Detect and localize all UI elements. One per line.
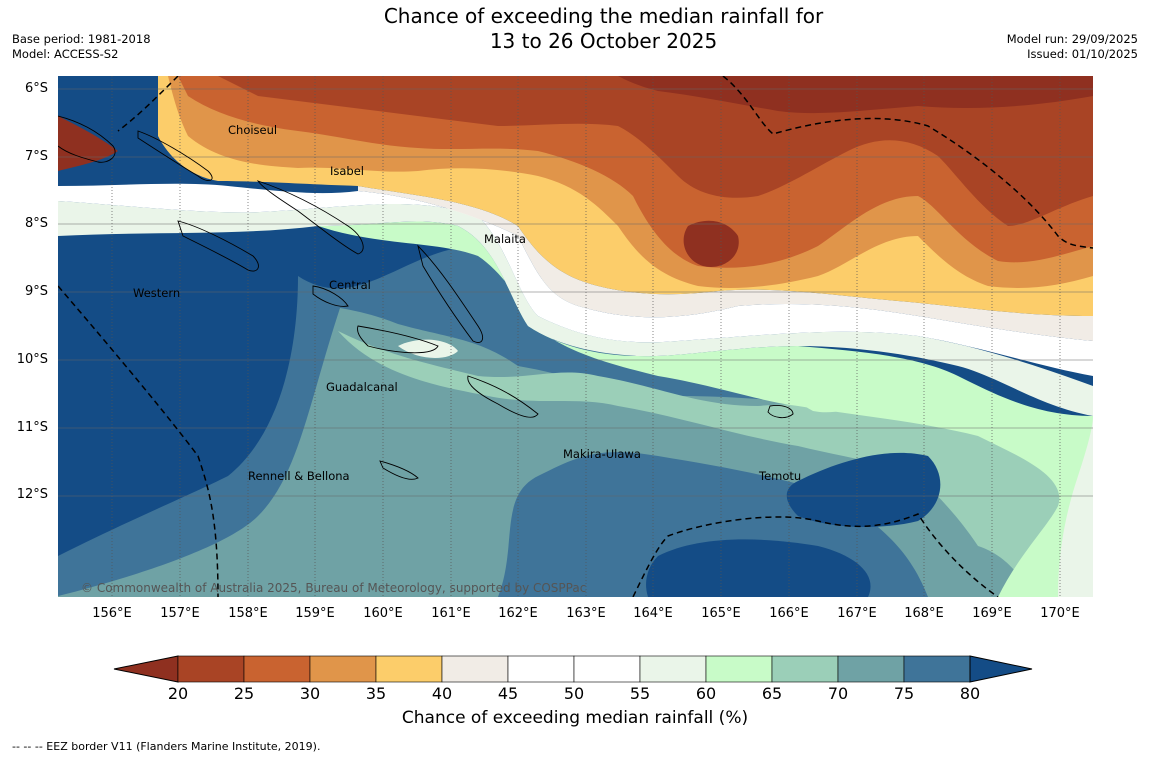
lon-label-157e: 157°E [160, 606, 200, 621]
colorbar-tick-label: 45 [497, 684, 519, 703]
band-under-20 [618, 76, 1093, 114]
lon-label-168e: 168°E [904, 606, 944, 621]
band-40-45 [358, 186, 1093, 341]
place-label-choiseul: Choiseul [228, 123, 277, 137]
meta-left: Base period: 1981-2018 Model: ACCESS-S2 [12, 32, 151, 62]
model-text: Model: ACCESS-S2 [12, 47, 119, 61]
lon-label-169e: 169°E [972, 606, 1012, 621]
rainfall-map: Choiseul Isabel Malaita Central Western … [58, 76, 1093, 597]
island-rennell [379, 460, 419, 480]
lat-label-8s: 8°S [24, 216, 48, 231]
model-run-text: Model run: 29/09/2025 [1006, 32, 1138, 46]
band-under-20-patch [683, 220, 739, 267]
latitude-lines [58, 88, 1093, 497]
colorbar-title: Chance of exceeding median rainfall (%) [401, 708, 749, 728]
colorbar-segment [507, 655, 575, 683]
colorbar-tick-label: 35 [365, 684, 387, 703]
lon-label-167e: 167°E [837, 606, 877, 621]
colorbar-tick-label: 20 [167, 684, 189, 703]
colorbar-segment [771, 655, 839, 683]
colorbar-tick-label: 80 [959, 684, 981, 703]
lon-label-164e: 164°E [633, 606, 673, 621]
lat-label-10s: 10°S [16, 352, 48, 367]
lat-label-11s: 11°S [16, 420, 48, 435]
island-central [312, 285, 349, 307]
place-label-western: Western [133, 286, 180, 300]
colorbar-tick-label: 25 [233, 684, 255, 703]
colorbar-segment [243, 655, 311, 683]
colorbar-segment [375, 655, 443, 683]
colorbar-segment [639, 655, 707, 683]
island-new-georgia [177, 220, 259, 272]
eez-footnote: -- -- -- EEZ border V11 (Flanders Marine… [12, 740, 321, 753]
colorbar-under-arrow [113, 655, 179, 683]
colorbar-segment [903, 655, 971, 683]
meta-right: Model run: 29/09/2025 Issued: 01/10/2025 [1007, 32, 1138, 62]
band-70-75 [58, 308, 1093, 597]
island-bougainville [58, 115, 116, 163]
base-period-text: Base period: 1981-2018 [12, 32, 151, 46]
place-label-makira-ulawa: Makira-Ulawa [563, 447, 641, 461]
colorbar-tick-label: 55 [629, 684, 651, 703]
issued-text: Issued: 01/10/2025 [1027, 47, 1138, 61]
lon-label-161e: 161°E [431, 606, 471, 621]
lat-label-6s: 6°S [24, 81, 48, 96]
colorbar-tick-label: 50 [563, 684, 585, 703]
lon-label-162e: 162°E [498, 606, 538, 621]
colorbar-over-arrow [969, 655, 1033, 683]
lon-label-170e: 170°E [1040, 606, 1080, 621]
band-55-60-blob [398, 339, 458, 358]
colorbar-segment [573, 655, 641, 683]
colorbar-segment [309, 655, 377, 683]
place-label-temotu: Temotu [758, 469, 801, 483]
island-outlines [58, 115, 794, 480]
colorbar-tick-label: 70 [827, 684, 849, 703]
colorbar-tick-label: 40 [431, 684, 453, 703]
colorbar-tick-label: 75 [893, 684, 915, 703]
band-65-70 [338, 331, 1093, 597]
place-label-rennell-bellona: Rennell & Bellona [248, 469, 350, 483]
colorbar [113, 655, 1033, 683]
colorbar-tick-label: 65 [761, 684, 783, 703]
lat-label-12s: 12°S [16, 487, 48, 502]
lon-label-156e: 156°E [92, 606, 132, 621]
island-choiseul [137, 130, 213, 182]
island-makira [467, 375, 539, 418]
place-label-guadalcanal: Guadalcanal [326, 380, 398, 394]
title-line-2: 13 to 26 October 2025 [489, 29, 718, 53]
place-label-malaita: Malaita [484, 232, 526, 246]
island-santa-cruz [767, 405, 794, 419]
place-label-isabel: Isabel [330, 164, 364, 178]
band-45-55 [58, 183, 1093, 376]
lon-label-160e: 160°E [363, 606, 403, 621]
lat-label-9s: 9°S [24, 284, 48, 299]
island-isabel [256, 180, 364, 255]
island-malaita [417, 244, 484, 343]
colorbar-segment [705, 655, 773, 683]
band-20-25 [218, 76, 1093, 226]
lon-label-166e: 166°E [769, 606, 809, 621]
band-over-80-south [646, 539, 871, 597]
band-60-65-blob [793, 370, 873, 413]
lon-label-159e: 159°E [295, 606, 335, 621]
colorbar-tick-label: 30 [299, 684, 321, 703]
lon-label-165e: 165°E [701, 606, 741, 621]
colorbar-tick-label: 60 [695, 684, 717, 703]
place-label-central: Central [329, 278, 371, 292]
lon-label-158e: 158°E [228, 606, 268, 621]
colorbar-segment [177, 655, 245, 683]
colorbar-segment [441, 655, 509, 683]
lat-label-7s: 7°S [24, 149, 48, 164]
island-guadalcanal [357, 325, 439, 354]
band-60-65 [318, 221, 1093, 597]
title-line-1: Chance of exceeding the median rainfall … [383, 4, 824, 28]
band-over-80-temotu [786, 452, 941, 528]
lon-label-163e: 163°E [566, 606, 606, 621]
map-title: Chance of exceeding the median rainfall … [0, 4, 1150, 54]
eez-border [58, 76, 1093, 597]
colorbar-segment [837, 655, 905, 683]
copyright-notice: © Commonwealth of Australia 2025, Bureau… [81, 581, 586, 595]
